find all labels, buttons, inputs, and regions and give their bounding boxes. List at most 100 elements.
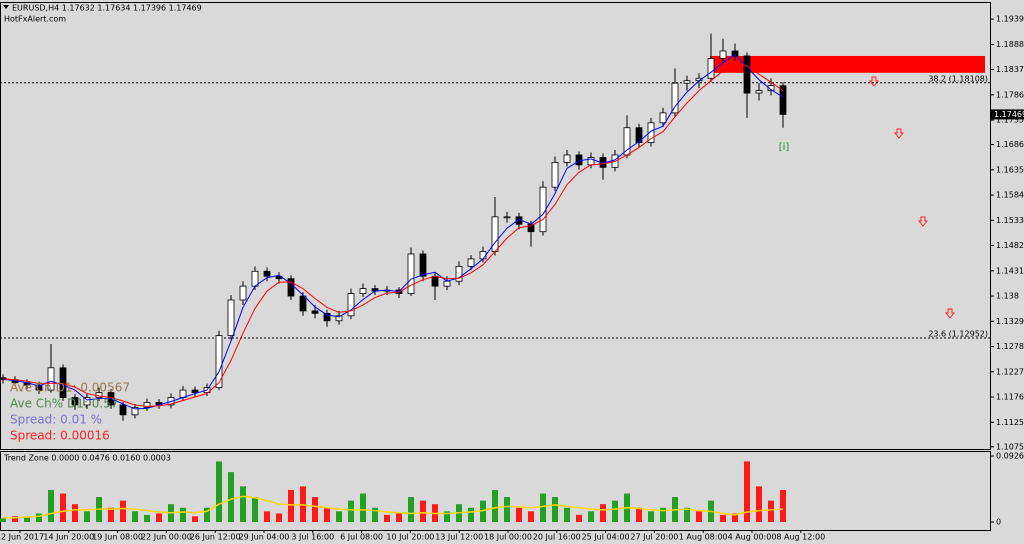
y-tick-label: 1.1888: [996, 40, 1024, 49]
moving-average: [2, 54, 784, 410]
indicator-bar: [396, 513, 402, 523]
y-tick-label: 1.17865: [996, 90, 1024, 99]
info-text: Spread: 0.01 %: [10, 413, 102, 427]
candle-body: [479, 251, 487, 260]
info-text: Ave Ch D1: 0.00567: [10, 381, 130, 395]
x-tick-label: 25 Jul 04:00: [582, 533, 630, 542]
y-tick-label: 1.1431: [996, 266, 1024, 275]
indicator-bar: [216, 461, 222, 523]
indicator-bar: [720, 514, 726, 523]
indicator-bar: [288, 489, 294, 523]
indicator-bar: [576, 514, 582, 523]
indicator-bar: [36, 513, 42, 523]
indicator-bar: [204, 507, 210, 523]
y-tick-label: 1.1635: [996, 165, 1024, 174]
x-tick-label: 22 Jun 00:00: [141, 533, 192, 542]
indicator-bar: [768, 500, 774, 523]
watermark: HotFxAlert.com: [4, 15, 66, 24]
indicator-bar: [156, 513, 162, 523]
arrow: [917, 216, 929, 227]
candle-body: [83, 397, 91, 406]
candle-body: [71, 397, 79, 406]
indicator-bar: [660, 507, 666, 523]
indicator-line: [3, 495, 784, 519]
candle-body: [455, 265, 463, 282]
indicator-bar: [348, 500, 354, 523]
indicator-bar: [312, 497, 318, 523]
candle-body: [215, 335, 223, 389]
indicator-bar: [228, 472, 234, 523]
indicator-bar: [180, 507, 186, 523]
candle-body: [767, 85, 775, 92]
candle-body: [419, 253, 427, 277]
candle-body: [731, 50, 739, 57]
candle-body: [311, 310, 319, 314]
indicator-bar: [252, 497, 258, 523]
candle-body: [779, 85, 787, 115]
indicator-bar: [612, 500, 618, 523]
candle-body: [143, 402, 151, 408]
candle-body: [719, 50, 727, 59]
indicator-tick-label: 0: [996, 518, 1001, 527]
candle-body: [347, 293, 355, 317]
candle-body: [635, 127, 643, 143]
x-tick-label: 4 Aug 00:00: [728, 533, 777, 542]
x-tick-label: 13 Jul 12:00: [435, 533, 483, 542]
candle-body: [563, 154, 571, 163]
indicator-bar: [600, 504, 606, 523]
candle-body: [647, 122, 655, 143]
moving-average: [2, 61, 784, 407]
candle-body: [131, 407, 139, 416]
candle-body: [623, 127, 631, 156]
x-tick-label: 1 Aug 08:00: [679, 533, 728, 542]
candle-body: [707, 58, 715, 79]
indicator-bar: [552, 497, 558, 523]
indicator-bar: [504, 497, 510, 523]
indicator-title: Trend Zone 0.0000 0.0476 0.0160 0.0003: [3, 454, 171, 463]
candle-body: [47, 367, 55, 391]
indicator-bar: [324, 507, 330, 523]
y-tick-label: 1.10755: [996, 442, 1024, 451]
indicator-bar: [744, 461, 750, 523]
x-tick-label: 19 Jun 08:00: [92, 533, 143, 542]
indicator-bar: [276, 513, 282, 523]
y-tick-label: 1.1278: [996, 342, 1024, 351]
indicator-bar: [264, 511, 270, 523]
chart-title: EURUSD,H4 1.17632 1.17634 1.17396 1.1746…: [12, 4, 202, 13]
y-tick-label: 1.1227: [996, 367, 1024, 376]
candle-body: [299, 295, 307, 312]
y-tick-label: 1.17355: [996, 116, 1024, 125]
indicator-panel: [0, 451, 991, 531]
indicator-bar: [240, 486, 246, 523]
x-tick-label: 3 Jul 16:00: [291, 533, 334, 542]
x-tick-label: 6 Jul 08:00: [340, 533, 383, 542]
fib-label: 38.2 (1.18108): [928, 74, 988, 83]
indicator-bar: [468, 507, 474, 523]
candle-body: [503, 216, 511, 219]
candle-body: [671, 82, 679, 114]
indicator-bar: [120, 500, 126, 523]
indicator-bar: [564, 507, 570, 523]
indicator-bar: [336, 511, 342, 523]
info-text: Spread: 0.00016: [10, 429, 110, 443]
price-panel: [0, 2, 991, 450]
x-tick-label: 12 Jun 2017: [0, 533, 44, 542]
indicator-bar: [636, 507, 642, 523]
y-tick-label: 1.138: [996, 292, 1019, 301]
signal-label: [i]: [779, 142, 790, 153]
candle-body: [287, 278, 295, 297]
x-tick-label: 29 Jun 04:00: [239, 533, 290, 542]
y-tick-label: 1.1125: [996, 418, 1024, 427]
indicator-bar: [72, 504, 78, 523]
indicator-bar: [732, 513, 738, 523]
indicator-bar: [48, 489, 54, 523]
indicator-tick-label: 0.0926: [996, 451, 1024, 460]
candle-body: [251, 270, 259, 287]
indicator-bar: [24, 517, 30, 523]
indicator-bar: [516, 507, 522, 523]
arrow: [944, 308, 956, 319]
indicator-bar: [528, 511, 534, 523]
indicator-bar: [408, 497, 414, 523]
